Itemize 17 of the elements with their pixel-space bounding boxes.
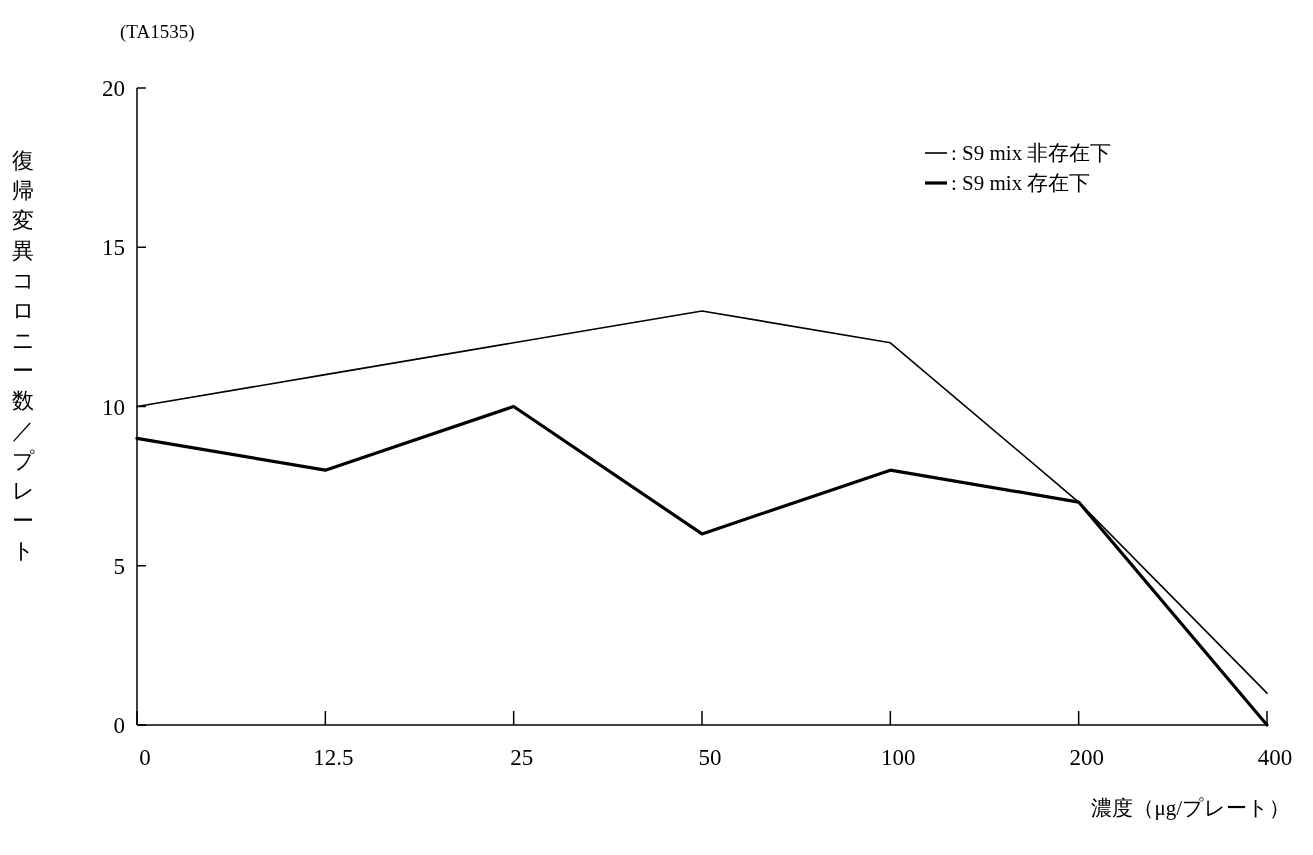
x-tick-label: 50 — [698, 745, 722, 770]
chart-title: (TA1535) — [120, 21, 195, 43]
y-tick-label: 10 — [102, 394, 125, 420]
legend-label: : S9 mix 非存在下 — [951, 141, 1112, 165]
x-tick-label: 25 — [510, 745, 534, 770]
y-tick-label: 0 — [113, 713, 125, 738]
y-tick-label: 15 — [102, 235, 125, 261]
x-axis-title: 濃度（μg/プレート） — [1091, 796, 1290, 820]
y-tick-label: 5 — [113, 553, 125, 579]
text: 復帰変異コロニー数／プレート — [12, 148, 35, 563]
x-tick-label: 100 — [881, 745, 916, 770]
x-tick-label: 12.5 — [313, 745, 354, 770]
x-tick-label: 400 — [1257, 745, 1293, 770]
x-tick-label: 0 — [139, 745, 151, 770]
y-tick-label: 20 — [102, 76, 125, 101]
legend-label: : S9 mix 存在下 — [951, 171, 1091, 195]
x-tick-label: 200 — [1069, 745, 1104, 770]
